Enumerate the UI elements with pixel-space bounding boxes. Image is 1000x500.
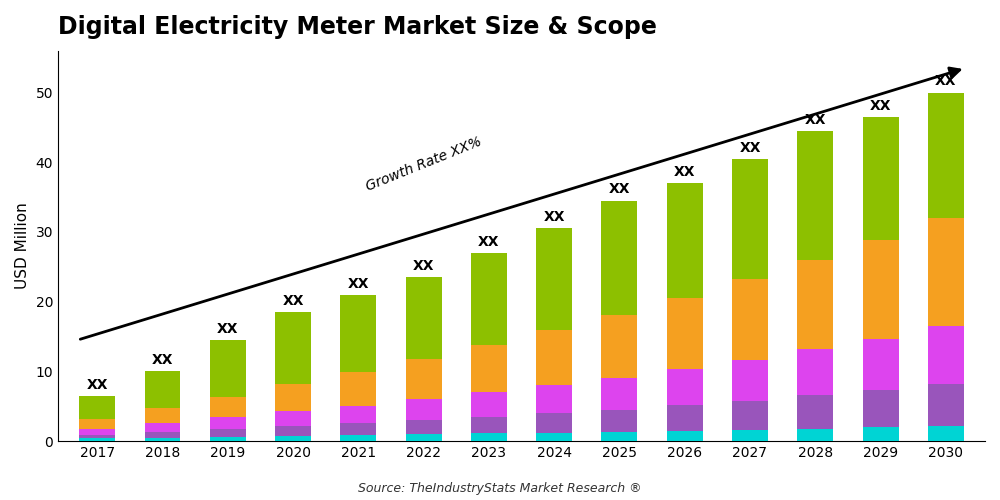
Text: XX: XX [543, 210, 565, 224]
Bar [732, 158, 768, 280]
Bar [340, 406, 376, 423]
Bar [536, 386, 572, 413]
Bar [406, 434, 442, 441]
Bar [275, 411, 311, 426]
Text: Digital Electricity Meter Market Size & Scope: Digital Electricity Meter Market Size & … [58, 15, 657, 39]
Bar [732, 280, 768, 359]
Text: XX: XX [674, 165, 695, 179]
Bar [601, 410, 637, 432]
Text: XX: XX [805, 112, 826, 126]
Bar [732, 360, 768, 401]
Bar [406, 278, 442, 359]
Bar [667, 368, 703, 405]
Bar [340, 423, 376, 435]
Y-axis label: USD Million: USD Million [15, 202, 30, 290]
Bar [601, 432, 637, 441]
Text: XX: XX [739, 140, 761, 154]
Bar [863, 427, 899, 441]
Bar [406, 420, 442, 434]
Bar [601, 378, 637, 410]
Bar [732, 430, 768, 441]
Bar [863, 390, 899, 427]
Bar [471, 345, 507, 393]
Bar [406, 400, 442, 420]
Bar [667, 405, 703, 430]
Bar [79, 419, 115, 428]
Bar [797, 260, 833, 349]
Bar [471, 416, 507, 434]
Bar [210, 396, 246, 417]
Bar [797, 395, 833, 428]
Bar [210, 340, 246, 396]
Bar [863, 240, 899, 338]
Text: XX: XX [609, 182, 630, 196]
Bar [145, 423, 180, 432]
Bar [536, 228, 572, 330]
Text: XX: XX [152, 353, 173, 367]
Bar [928, 326, 964, 384]
Text: XX: XX [86, 378, 108, 392]
Text: XX: XX [348, 276, 369, 290]
Bar [275, 436, 311, 441]
Bar [210, 430, 246, 437]
Bar [797, 131, 833, 260]
Bar [210, 437, 246, 441]
Bar [601, 200, 637, 315]
Bar [863, 117, 899, 240]
Bar [928, 218, 964, 326]
Text: XX: XX [935, 74, 957, 88]
Text: XX: XX [870, 98, 891, 112]
Bar [210, 418, 246, 430]
Text: Source: TheIndustryStats Market Research ®: Source: TheIndustryStats Market Research… [358, 482, 642, 495]
Bar [863, 338, 899, 390]
Bar [145, 438, 180, 441]
Text: XX: XX [282, 294, 304, 308]
Bar [79, 438, 115, 441]
Bar [145, 432, 180, 438]
Bar [667, 430, 703, 441]
Bar [145, 408, 180, 423]
Bar [667, 183, 703, 298]
Bar [797, 349, 833, 395]
Bar [797, 428, 833, 441]
Text: XX: XX [217, 322, 239, 336]
Bar [406, 359, 442, 400]
Bar [928, 384, 964, 426]
Bar [79, 396, 115, 419]
Bar [601, 315, 637, 378]
Bar [471, 434, 507, 441]
Bar [732, 400, 768, 430]
Bar [536, 433, 572, 441]
Text: XX: XX [413, 259, 434, 273]
Bar [667, 298, 703, 368]
Bar [145, 372, 180, 408]
Bar [340, 372, 376, 406]
Bar [275, 384, 311, 411]
Bar [471, 253, 507, 345]
Bar [340, 435, 376, 441]
Bar [928, 426, 964, 441]
Bar [536, 330, 572, 386]
Bar [471, 392, 507, 416]
Bar [275, 426, 311, 436]
Bar [340, 294, 376, 372]
Bar [79, 428, 115, 435]
Bar [275, 312, 311, 384]
Text: Growth Rate XX%: Growth Rate XX% [364, 134, 484, 194]
Bar [536, 413, 572, 433]
Text: XX: XX [478, 234, 500, 248]
Bar [79, 435, 115, 438]
Bar [928, 92, 964, 218]
